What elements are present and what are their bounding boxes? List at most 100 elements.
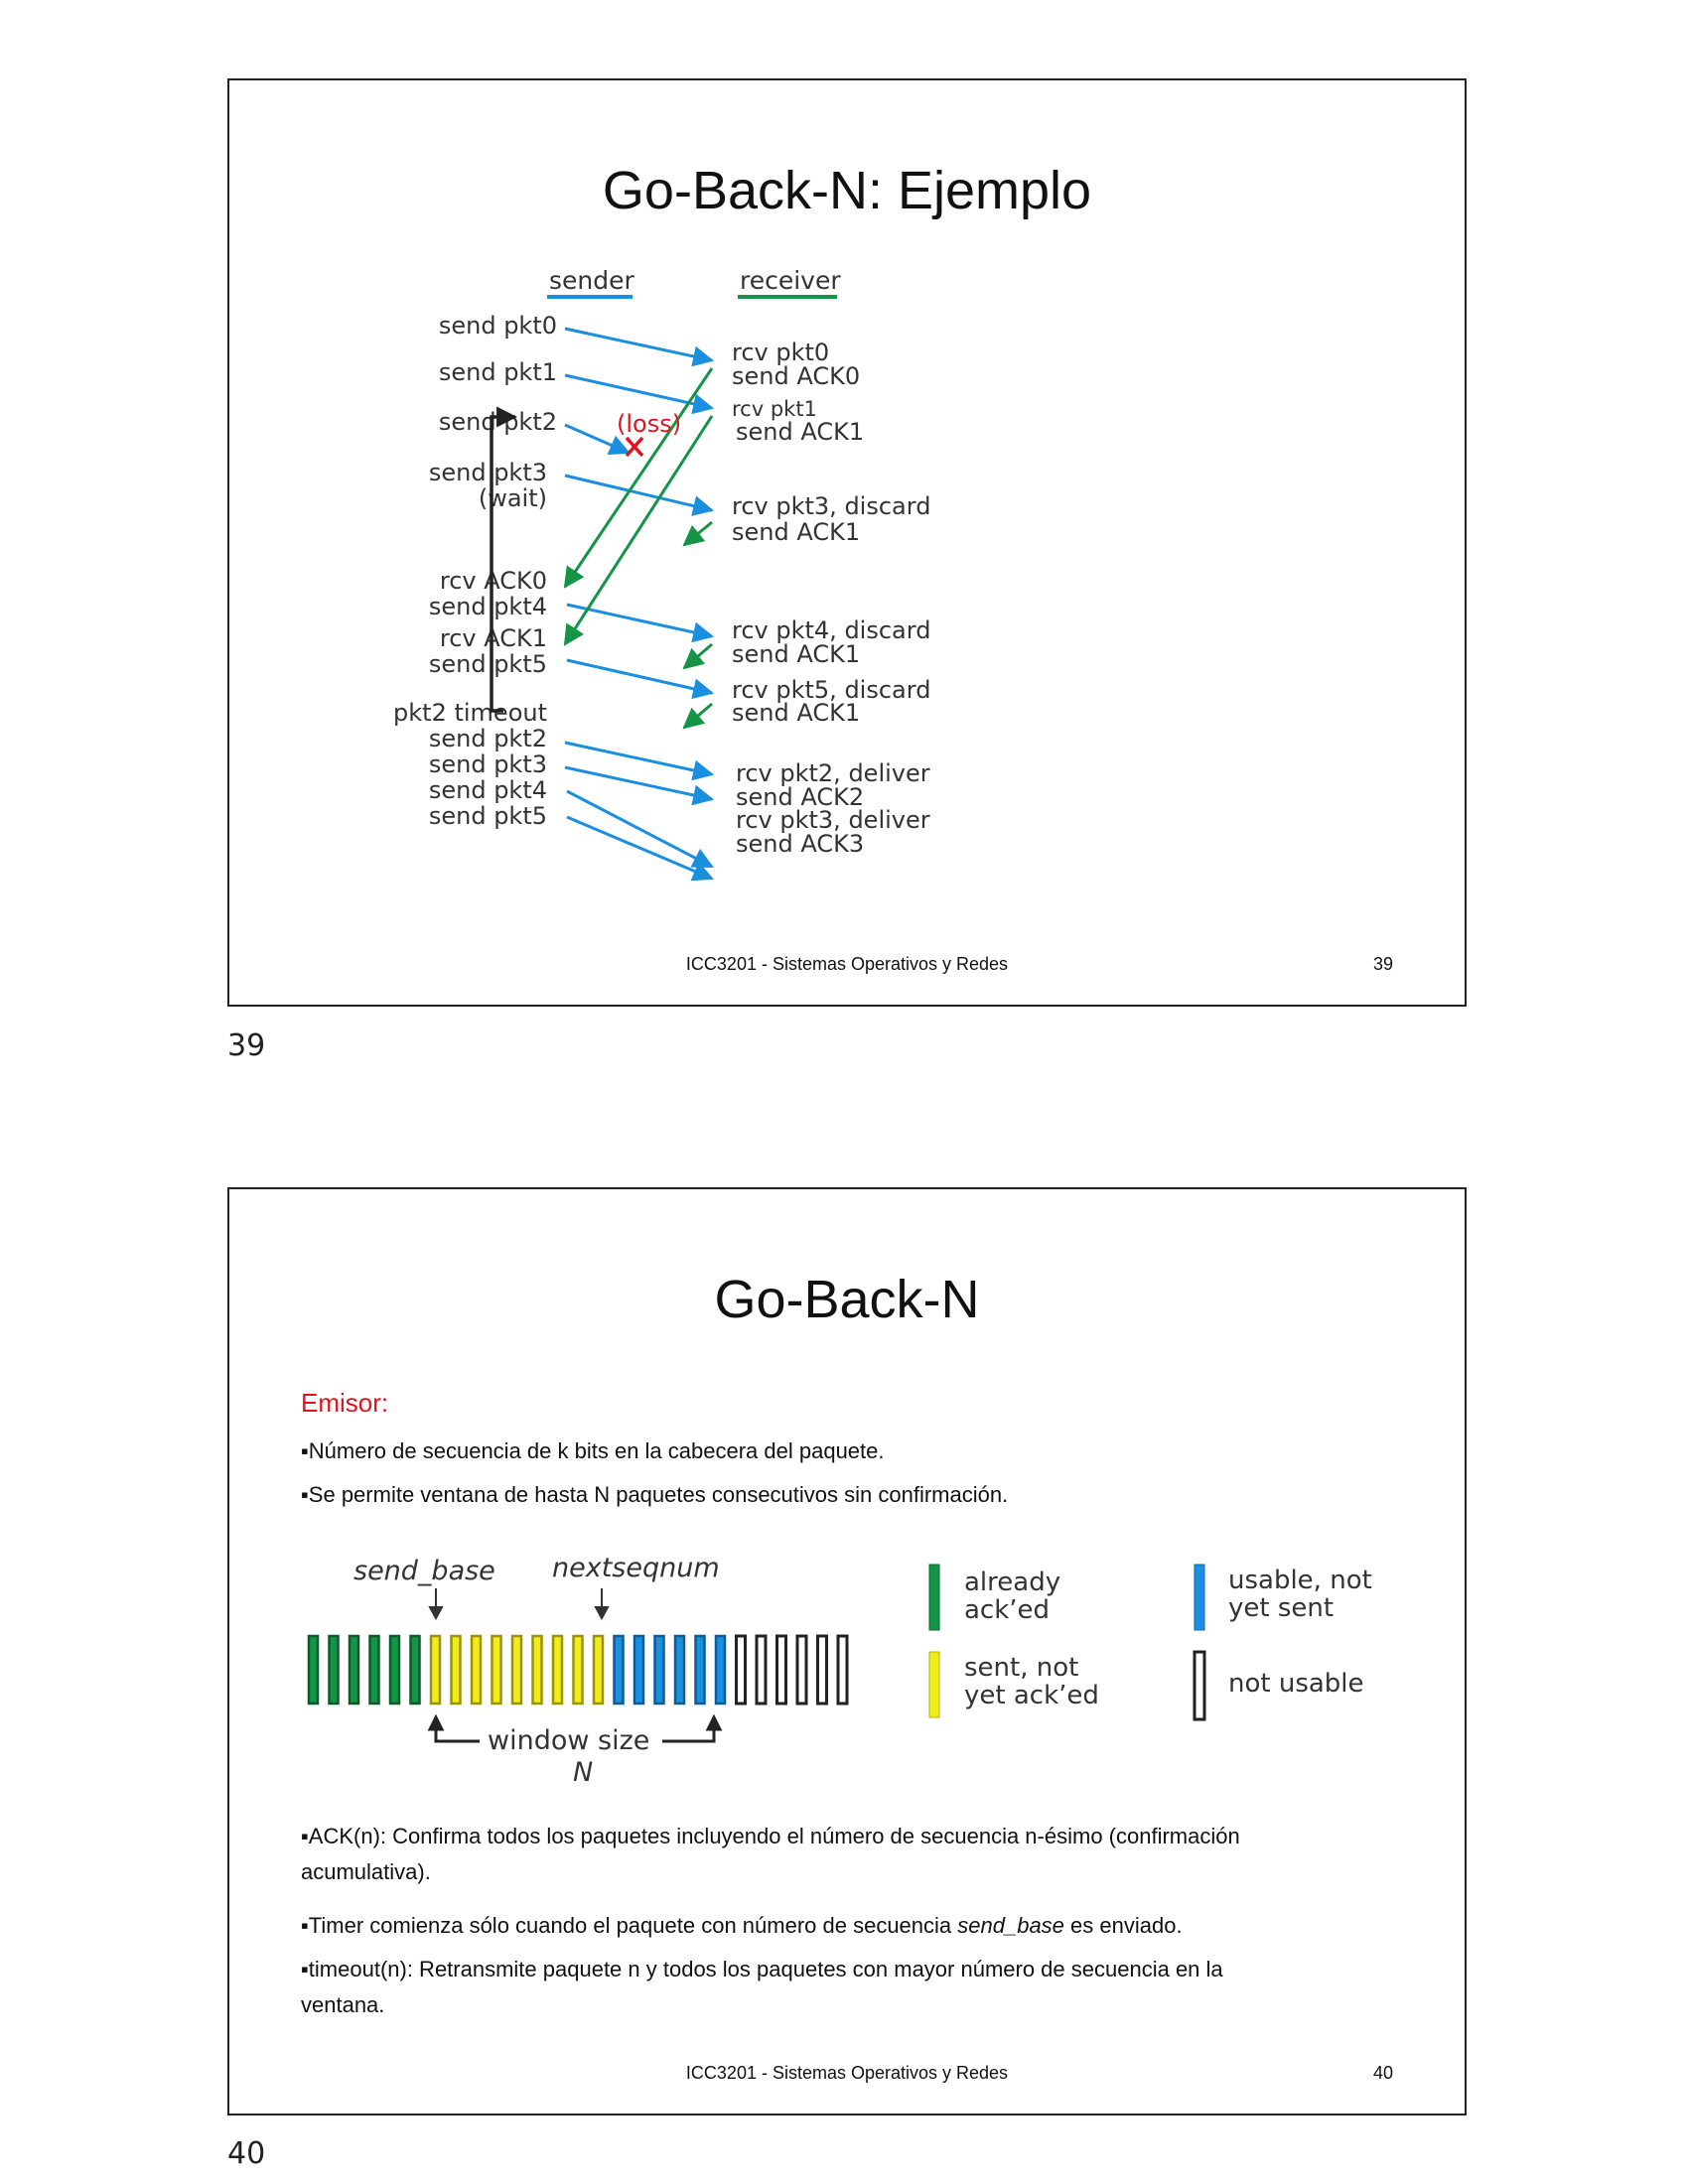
legend-swatch-not-usable	[1193, 1650, 1206, 1721]
legend-label: ack’ed	[964, 1595, 1050, 1625]
slot-already-acked	[328, 1634, 340, 1706]
legend-label: yet ack’ed	[964, 1681, 1099, 1710]
legend-label: already	[964, 1568, 1060, 1597]
slot-not-usable	[775, 1634, 787, 1706]
send-base-label: send_base	[353, 1556, 495, 1586]
slide-footer: ICC3201 - Sistemas Operativos y Redes	[685, 954, 1009, 974]
bullet-seq-bits: ▪Número de secuencia de k bits en la cab…	[301, 1438, 885, 1463]
sender-event: send pkt5	[429, 802, 547, 830]
sender-event: send pkt3	[429, 751, 547, 778]
slot-already-acked	[388, 1634, 401, 1706]
receiver-event: send ACK3	[736, 830, 864, 858]
slot-already-acked	[409, 1634, 421, 1706]
slot-sent-not-acked	[592, 1634, 605, 1706]
slot-sent-not-acked	[470, 1634, 483, 1706]
sender-window-diagram: send_base nextseqnum window size N alrea…	[307, 1553, 1372, 1788]
loss-label: (loss)	[617, 410, 681, 438]
receiver-event: send ACK1	[732, 518, 860, 546]
bullet-timer-pre: ▪Timer comienza sólo cuando el paquete c…	[301, 1913, 958, 1938]
pkt4-arrow	[566, 603, 715, 643]
bullet-ack-cont: acumulativa).	[301, 1859, 431, 1884]
slot-sent-not-acked	[510, 1634, 523, 1706]
window-size-label: window size	[488, 1725, 649, 1756]
slot-not-usable	[795, 1634, 808, 1706]
slot-usable-not-sent	[714, 1634, 727, 1706]
page-number: 40	[227, 2136, 266, 2171]
page-number: 39	[227, 1028, 266, 1063]
bullet-timer-em: send_base	[957, 1913, 1064, 1938]
slot-sent-not-acked	[551, 1634, 564, 1706]
legend-label: yet sent	[1228, 1593, 1334, 1623]
loss-x-icon	[625, 436, 644, 458]
sender-event: send pkt4	[429, 593, 547, 620]
bullet-timer: ▪Timer comienza sólo cuando el paquete c…	[301, 1908, 1393, 1944]
legend-swatch-sent	[928, 1651, 940, 1718]
slide-title: Go-Back-N	[714, 1270, 980, 1329]
window-n-label: N	[573, 1757, 593, 1788]
legend-swatch-usable	[1194, 1564, 1205, 1631]
slot-sent-not-acked	[531, 1634, 543, 1706]
sender-event: rcv ACK1	[440, 624, 547, 652]
slot-usable-not-sent	[633, 1634, 645, 1706]
receiver-event: rcv pkt4, discard	[732, 616, 930, 644]
pkt2-lost-arrow	[564, 423, 631, 456]
slot-sent-not-acked	[429, 1634, 442, 1706]
sequence-number-space	[307, 1634, 849, 1706]
legend-label: sent, not	[964, 1653, 1078, 1683]
slot-sent-not-acked	[572, 1634, 584, 1706]
receiver-event: rcv pkt0	[732, 339, 829, 366]
slot-already-acked	[307, 1634, 320, 1706]
sender-event: send pkt2	[439, 408, 557, 436]
ack1-arrow	[563, 415, 714, 646]
ack1-dup-arrow	[682, 642, 713, 670]
send-base-pointer	[428, 1588, 444, 1621]
sender-event: rcv ACK0	[440, 567, 547, 595]
sender-event: send pkt5	[429, 650, 547, 678]
legend-label: not usable	[1228, 1669, 1364, 1699]
sender-event: pkt2 timeout	[393, 699, 547, 727]
slot-usable-not-sent	[673, 1634, 686, 1706]
window-size-bracket	[427, 1713, 723, 1743]
slot-not-usable	[755, 1634, 768, 1706]
receiver-event: rcv pkt3, discard	[732, 492, 930, 520]
sender-event: send pkt3	[429, 459, 547, 486]
slot-already-acked	[348, 1634, 360, 1706]
slide-40: Go-Back-N Emisor: ▪Número de secuencia d…	[227, 1187, 1467, 2116]
nextseqnum-pointer	[594, 1588, 610, 1621]
slot-not-usable	[735, 1634, 747, 1706]
slide-number: 40	[1372, 2063, 1393, 2083]
legend-label: usable, not	[1228, 1566, 1372, 1595]
slot-sent-not-acked	[450, 1634, 462, 1706]
legend-swatch-acked	[928, 1564, 940, 1631]
nextseqnum-label: nextseqnum	[552, 1553, 720, 1583]
receiver-event: rcv pkt5, discard	[732, 676, 930, 704]
slide-39: Go-Back-N: Ejemplo sender receiver send …	[227, 78, 1467, 1007]
sender-event: send pkt2	[429, 725, 547, 752]
receiver-event: send ACK1	[732, 640, 860, 668]
emisor-heading: Emisor:	[301, 1388, 389, 1418]
slide-footer: ICC3201 - Sistemas Operativos y Redes	[685, 2063, 1009, 2083]
receiver-event: rcv pkt1	[732, 397, 817, 421]
ack0-arrow	[563, 367, 714, 589]
slide-title: Go-Back-N: Ejemplo	[602, 161, 1092, 220]
ack1-dup-arrow	[682, 520, 713, 547]
sender-event: send pkt4	[429, 776, 547, 804]
sender-event: send pkt0	[439, 312, 557, 340]
receiver-event: send ACK1	[732, 699, 860, 727]
pkt3-resend-arrow	[564, 765, 715, 806]
pkt5-arrow	[566, 658, 715, 700]
slot-usable-not-sent	[613, 1634, 625, 1706]
receiver-event: send ACK0	[732, 362, 860, 390]
slot-not-usable	[816, 1634, 828, 1706]
sender-event: send pkt1	[439, 358, 557, 386]
receiver-event: rcv pkt2, deliver	[736, 759, 930, 787]
pkt5-resend-arrow	[566, 815, 714, 882]
sender-header: sender	[549, 266, 635, 295]
ack1-dup-arrow	[682, 702, 713, 730]
slot-sent-not-acked	[491, 1634, 502, 1706]
timeout-bracket	[490, 406, 518, 713]
pkt3-arrow	[564, 474, 715, 516]
bullet-window: ▪Se permite ventana de hasta N paquetes …	[301, 1482, 1009, 1507]
pkt4-resend-arrow	[566, 789, 714, 869]
bullet-ack: ▪ACK(n): Confirma todos los paquetes inc…	[301, 1819, 1393, 1890]
